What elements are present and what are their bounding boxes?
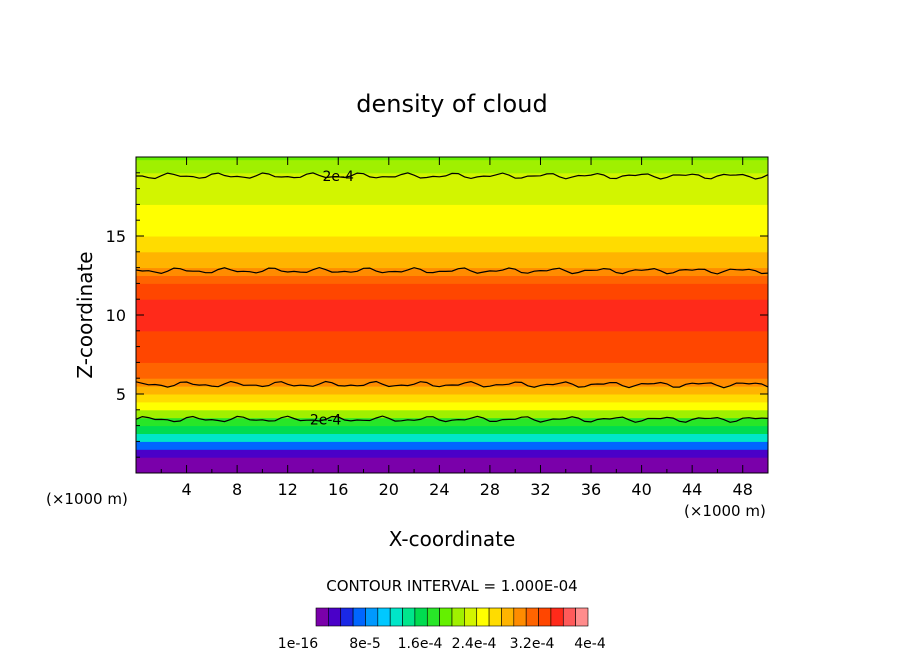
density-band — [136, 283, 768, 300]
density-band — [136, 409, 768, 419]
colorbar-swatch — [538, 607, 552, 627]
density-band — [136, 449, 768, 458]
density-band — [136, 275, 768, 284]
density-band — [136, 362, 768, 379]
x-tick-label: 24 — [429, 480, 449, 499]
contour-interval-text: CONTOUR INTERVAL = 1.000E-04 — [326, 577, 577, 595]
density-band — [136, 220, 768, 237]
density-band — [136, 346, 768, 363]
contour-line — [136, 172, 768, 180]
colorbar-swatch — [501, 607, 515, 627]
colorbar-swatch — [377, 607, 391, 627]
y-unit-label: (×1000 m) — [46, 490, 128, 508]
colorbar-swatch — [389, 607, 403, 627]
density-band — [136, 251, 768, 269]
plot-area — [136, 157, 768, 473]
x-tick-label: 48 — [733, 480, 753, 499]
colorbar-tick-label: 3.2e-4 — [510, 636, 555, 652]
y-axis-label: Z-coordinate — [73, 251, 97, 378]
colorbar-tick-label: 1e-16 — [278, 636, 318, 652]
density-band — [136, 160, 768, 174]
x-unit-label: (×1000 m) — [684, 502, 766, 520]
density-band — [136, 378, 768, 387]
contour-line — [136, 380, 768, 389]
colorbar-swatch — [525, 607, 539, 627]
density-band — [136, 425, 768, 434]
y-tick-label: 5 — [116, 385, 126, 404]
colorbar-swatch — [550, 607, 564, 627]
colorbar-swatch — [575, 607, 589, 627]
x-tick-label: 20 — [379, 480, 399, 499]
colorbar-labels: 1e-16 8e-5 1.6e-4 2.4e-4 3.2e-4 4e-4 — [278, 636, 606, 652]
colorbar-tick-label: 1.6e-4 — [398, 636, 443, 652]
contour-line — [136, 415, 768, 423]
colorbar-tick-label: 4e-4 — [574, 636, 606, 652]
colorbar-swatch — [476, 607, 490, 627]
colorbar-swatch — [513, 607, 527, 627]
x-tick-label: 40 — [631, 480, 651, 499]
contour-label: 2e-4 — [310, 412, 342, 428]
colorbar-swatch — [315, 607, 329, 627]
density-band — [136, 267, 768, 276]
density-band — [136, 204, 768, 221]
density-band — [136, 441, 768, 450]
density-band — [136, 172, 768, 190]
contour-line — [136, 266, 768, 275]
density-band — [136, 433, 768, 442]
contour-label: 2e-4 — [322, 169, 354, 185]
density-band — [136, 188, 768, 205]
colorbar-tick-label: 2.4e-4 — [452, 636, 497, 652]
colorbar-swatch — [352, 607, 366, 627]
x-tick-label: 8 — [232, 480, 242, 499]
density-band — [136, 236, 768, 253]
x-tick-label: 36 — [581, 480, 601, 499]
colorbar-swatch — [562, 607, 576, 627]
colorbar-swatch — [439, 607, 453, 627]
density-band — [136, 394, 768, 403]
density-band — [136, 299, 768, 316]
colorbar-swatch — [365, 607, 379, 627]
y-tick-label: 10 — [106, 306, 126, 325]
x-axis-label: X-coordinate — [389, 527, 516, 551]
colorbar-swatch — [402, 607, 416, 627]
x-tick-label: 32 — [530, 480, 550, 499]
colorbar — [315, 607, 589, 627]
colorbar-swatch — [340, 607, 354, 627]
chart-title: density of cloud — [356, 90, 547, 118]
x-tick-label: 12 — [278, 480, 298, 499]
colorbar-swatch — [488, 607, 502, 627]
x-tick-label: 28 — [480, 480, 500, 499]
x-tick-label: 16 — [328, 480, 348, 499]
x-tick-label: 4 — [181, 480, 191, 499]
density-band — [136, 315, 768, 332]
y-tick-label: 15 — [106, 227, 126, 246]
density-band — [136, 386, 768, 395]
density-band — [136, 401, 768, 411]
colorbar-swatch — [414, 607, 428, 627]
colorbar-swatch — [451, 607, 465, 627]
colorbar-swatch — [426, 607, 440, 627]
density-band — [136, 417, 768, 427]
colorbar-swatch — [328, 607, 342, 627]
density-band — [136, 330, 768, 348]
density-band — [136, 457, 768, 468]
colorbar-swatch — [464, 607, 478, 627]
colorbar-tick-label: 8e-5 — [349, 636, 380, 652]
x-tick-label: 44 — [682, 480, 702, 499]
